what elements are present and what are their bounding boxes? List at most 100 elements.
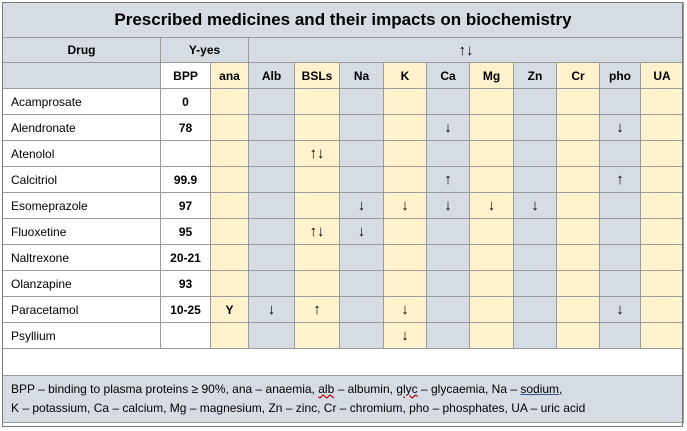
cell-mg	[469, 296, 514, 323]
direction-arrows-header: ↑↓	[247, 37, 685, 63]
cell-cr	[556, 114, 600, 141]
cell-cr	[556, 322, 600, 349]
cell-cr	[556, 218, 600, 245]
cell-cr	[556, 166, 600, 193]
cell-ua	[639, 296, 685, 323]
cell-pho	[599, 88, 641, 115]
cell-bpp	[160, 322, 211, 349]
cell-zn	[513, 88, 557, 115]
cell-zn	[513, 218, 557, 245]
cell-pho	[599, 192, 641, 219]
cell-alb	[248, 114, 295, 141]
cell-mg	[469, 88, 514, 115]
table-row: Psyllium ↓	[2, 322, 685, 349]
cell-mg	[469, 270, 514, 297]
cell-ua	[639, 88, 685, 115]
blank-row	[1, 348, 685, 376]
footnote-text: glyc	[396, 382, 418, 396]
cell-zn	[513, 244, 557, 271]
cell-na	[339, 88, 384, 115]
cell-k	[383, 244, 427, 271]
cell-mg	[469, 218, 514, 245]
cell-mg	[469, 322, 514, 349]
table-row: Naltrexone 20-21	[2, 244, 685, 271]
drug-name: Psyllium	[2, 322, 161, 349]
abbreviations-footnote: BPP – binding to plasma proteins ≥ 90%, …	[1, 375, 685, 423]
cell-k	[383, 270, 427, 297]
table-row: Esomeprazole 97 ↓ ↓ ↓ ↓ ↓	[2, 192, 685, 219]
cell-na	[339, 296, 384, 323]
cell-ca: ↓	[426, 114, 470, 141]
table-row: Atenolol ↑↓	[2, 140, 685, 167]
cell-pho	[599, 218, 641, 245]
cell-mg	[469, 244, 514, 271]
cell-ana	[210, 218, 249, 245]
footnote-text: BPP – binding to plasma proteins ≥ 90%, …	[11, 382, 319, 396]
drug-name: Fluoxetine	[2, 218, 161, 245]
cell-k	[383, 218, 427, 245]
cell-ana	[210, 88, 249, 115]
cell-alb	[248, 140, 295, 167]
footnote-text: – albumin,	[334, 382, 397, 396]
cell-ca	[426, 88, 470, 115]
cell-ua	[639, 166, 685, 193]
footnote-text: alb	[318, 382, 335, 396]
cell-mg	[469, 166, 514, 193]
footnote-text: – glycaemia, Na –	[417, 382, 521, 396]
cell-alb: ↓	[248, 296, 295, 323]
cell-bsls: ↑↓	[294, 218, 340, 245]
cell-pho	[599, 244, 641, 271]
cell-bpp: 97	[160, 192, 211, 219]
cell-na	[339, 140, 384, 167]
cell-k	[383, 114, 427, 141]
cell-na	[339, 322, 384, 349]
cell-bpp: 99.9	[160, 166, 211, 193]
cell-zn	[513, 166, 557, 193]
cell-k	[383, 140, 427, 167]
cell-na	[339, 166, 384, 193]
table-row: Fluoxetine 95 ↑↓ ↓	[2, 218, 685, 245]
cell-bsls	[294, 88, 340, 115]
cell-alb	[248, 244, 295, 271]
drug-name: Calcitriol	[2, 166, 161, 193]
cell-zn	[513, 296, 557, 323]
cell-bpp: 10-25	[160, 296, 211, 323]
cell-bsls: ↑	[294, 296, 340, 323]
cell-ua	[639, 322, 685, 349]
cell-ana	[210, 166, 249, 193]
table-title: Prescribed medicines and their impacts o…	[1, 2, 685, 38]
cell-ana	[210, 322, 249, 349]
cell-bsls	[294, 322, 340, 349]
column-header-pho: pho	[599, 62, 641, 89]
cell-cr	[556, 244, 600, 271]
cell-pho	[599, 322, 641, 349]
cell-zn	[513, 322, 557, 349]
cell-k: ↓	[383, 192, 427, 219]
cell-ua	[639, 270, 685, 297]
cell-ana	[210, 192, 249, 219]
column-header-zn: Zn	[513, 62, 557, 89]
cell-cr	[556, 88, 600, 115]
cell-alb	[248, 166, 295, 193]
cell-ca	[426, 322, 470, 349]
cell-ca	[426, 244, 470, 271]
table-frame	[2, 2, 683, 427]
cell-ua	[639, 192, 685, 219]
cell-alb	[248, 322, 295, 349]
column-header-ua: UA	[639, 62, 685, 89]
cell-bsls: ↑↓	[294, 140, 340, 167]
table-row: Olanzapine 93	[2, 270, 685, 297]
footnote-text: K – potassium, Ca – calcium, Mg – magnes…	[11, 401, 586, 415]
cell-na	[339, 244, 384, 271]
cell-bsls	[294, 114, 340, 141]
drug-name: Olanzapine	[2, 270, 161, 297]
column-header-bsls: BSLs	[294, 62, 340, 89]
cell-ana	[210, 114, 249, 141]
cell-zn: ↓	[513, 192, 557, 219]
column-header-ca: Ca	[426, 62, 470, 89]
cell-pho	[599, 140, 641, 167]
cell-ana	[210, 270, 249, 297]
cell-bpp: 93	[160, 270, 211, 297]
cell-bsls	[294, 166, 340, 193]
table-row: Paracetamol 10-25 Y ↓ ↑ ↓ ↓	[2, 296, 685, 323]
